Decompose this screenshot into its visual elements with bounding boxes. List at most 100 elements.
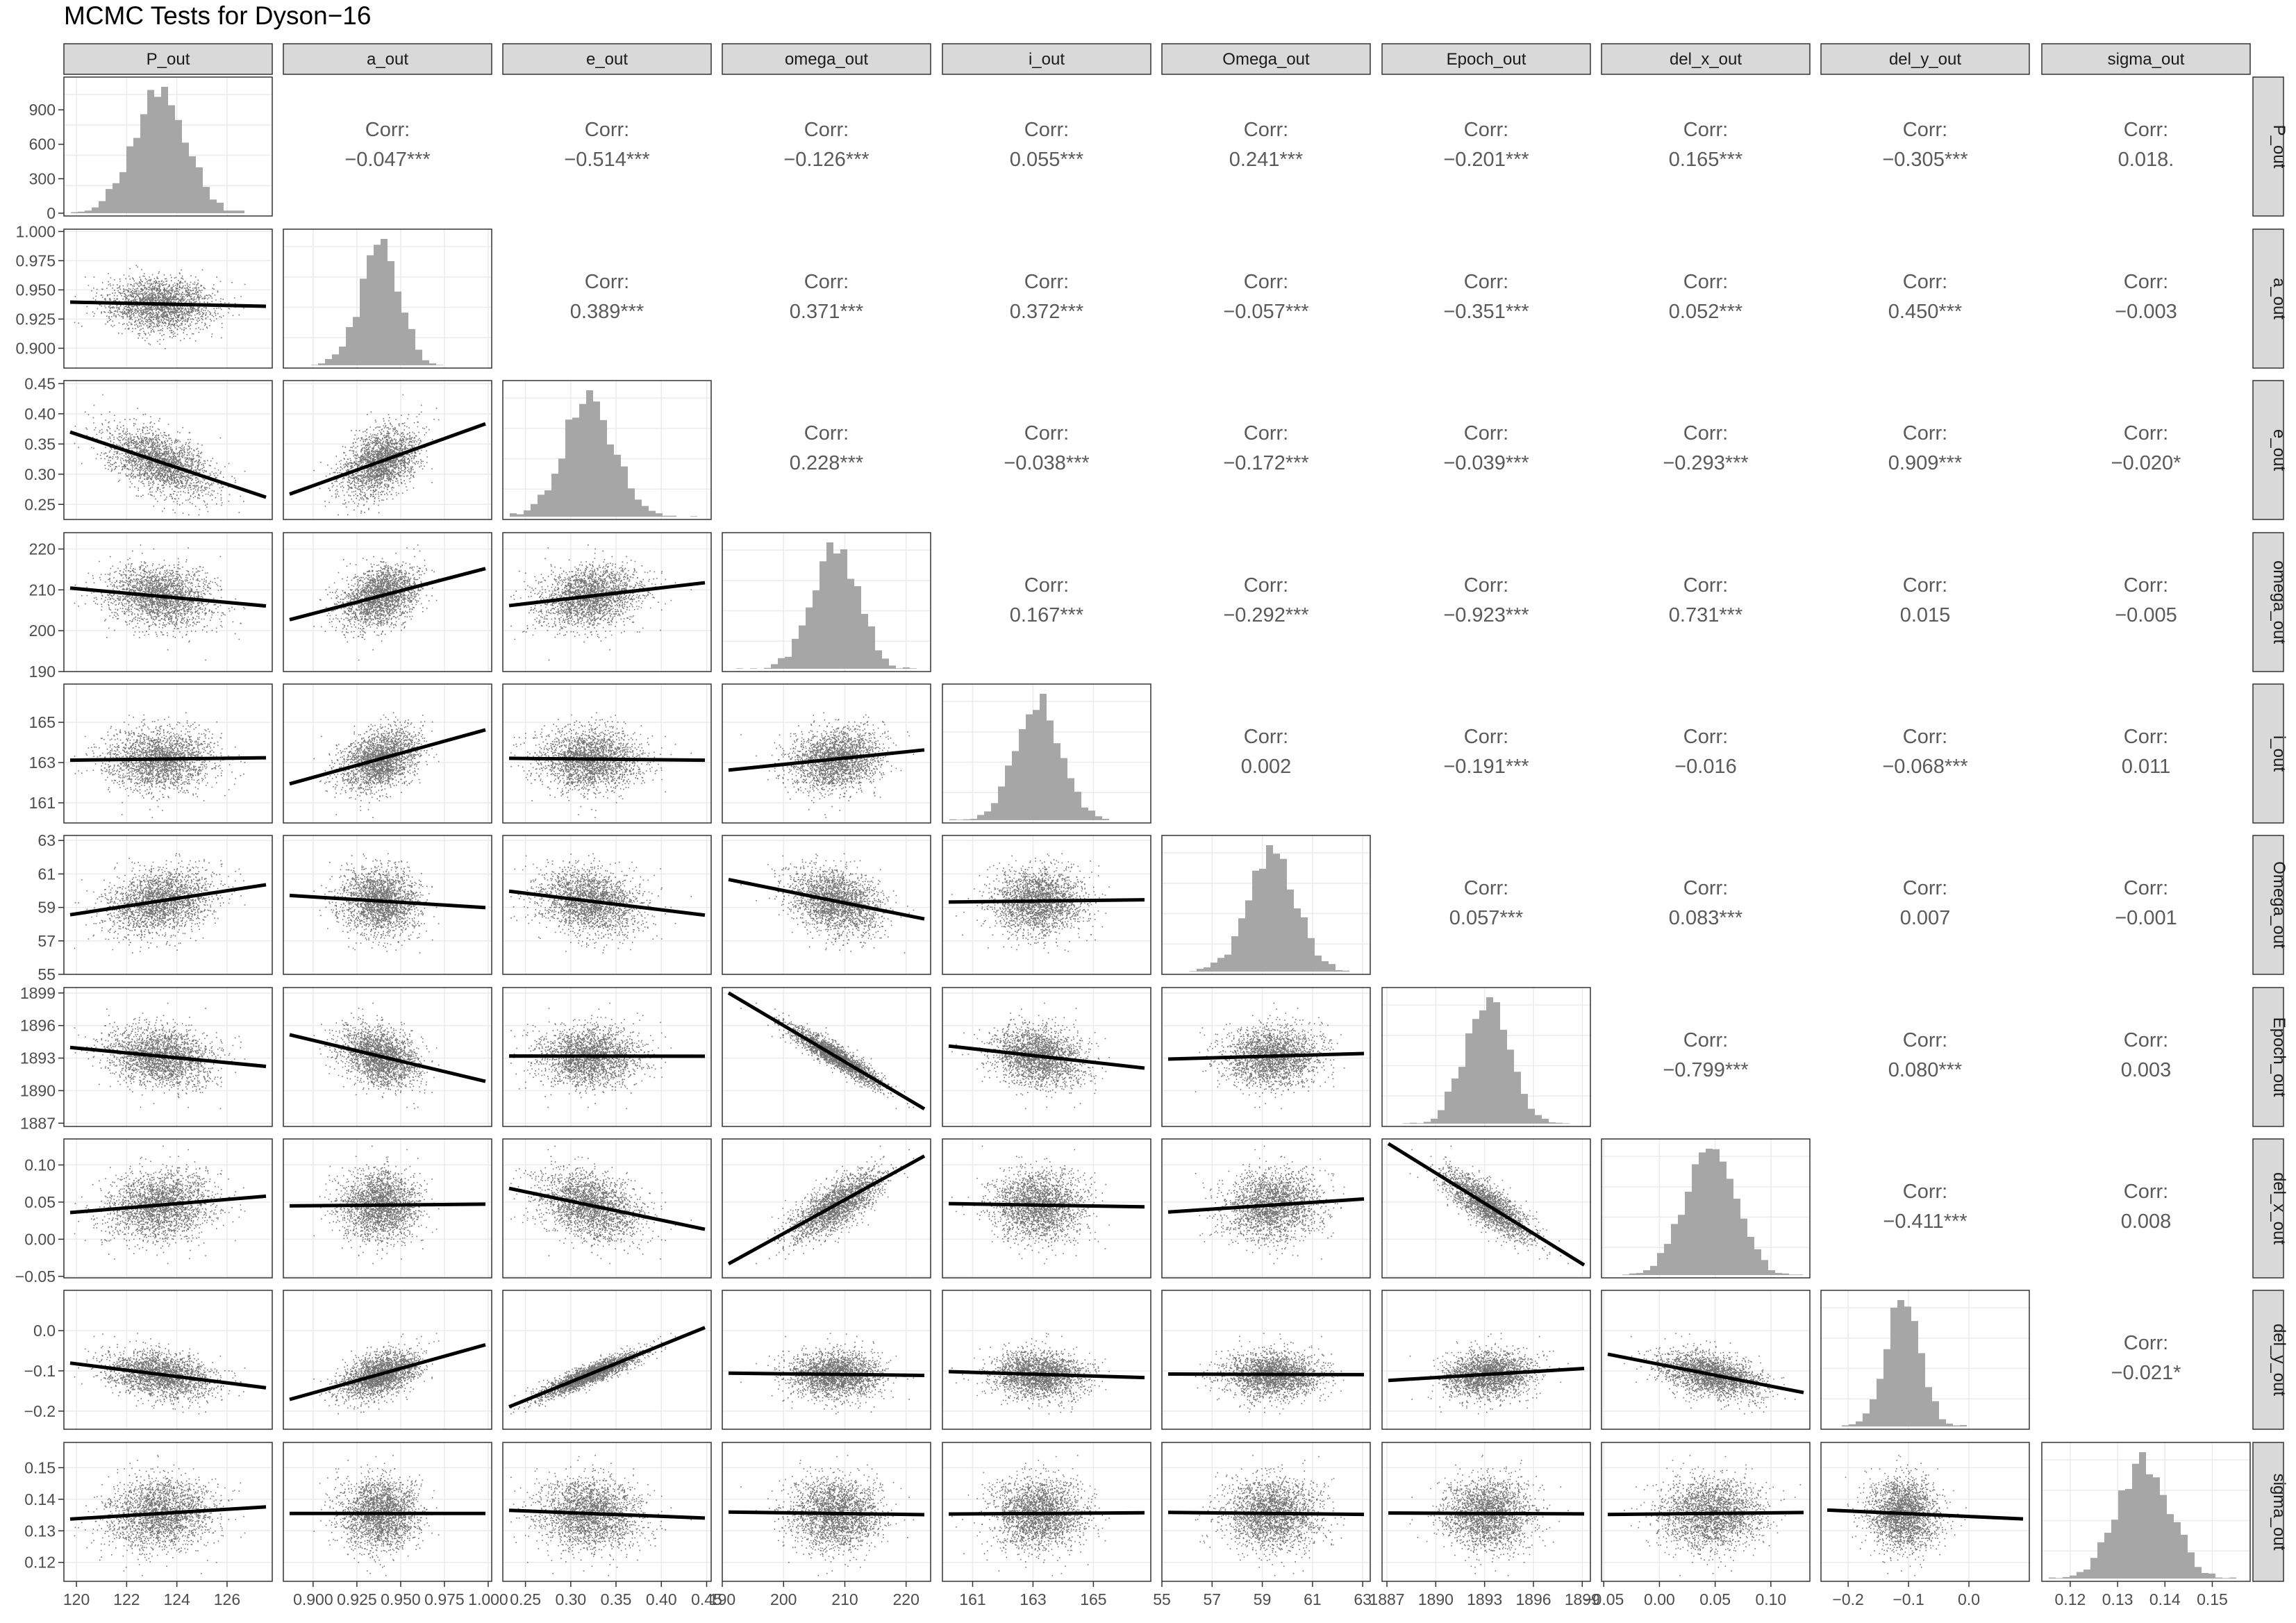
row-strip-box [2252, 228, 2284, 369]
scatter-Omega_out-vs-i_out [942, 835, 1151, 975]
corr-value: 0.015 [1900, 604, 1951, 626]
histogram-bar [868, 626, 875, 669]
column-strip-label: Omega_out [1222, 50, 1310, 69]
corr-cell-a_out-e_out: Corr: 0.389*** [570, 271, 644, 323]
histogram-bar [963, 819, 970, 820]
corr-label: Corr: [804, 422, 849, 444]
column-strip-box [2041, 43, 2251, 75]
corr-value: −0.172*** [1223, 452, 1308, 474]
corr-cell-e_out-Omega_out: Corr: −0.172*** [1223, 422, 1308, 474]
histogram-bar [339, 347, 346, 365]
corr-value: −0.003 [2115, 301, 2177, 323]
row-strip-sigma_out: sigma_out [2252, 1442, 2288, 1582]
histogram-bar [1472, 1019, 1479, 1124]
row-strip-box [2252, 1290, 2284, 1430]
fit-line [1607, 1352, 1804, 1395]
column-strip-del_y_out: del_y_out [1820, 43, 2030, 75]
histogram-bar [820, 561, 826, 669]
histogram-bar [2208, 1573, 2215, 1579]
histogram-bar [1549, 1122, 1556, 1124]
fit-line [289, 728, 486, 786]
scatter-sigma_out-vs-P_out [63, 1442, 273, 1582]
histogram-bar [1657, 1253, 1664, 1275]
scatter-points [1409, 1145, 1569, 1265]
y-tick-label: 1896 [20, 1017, 56, 1035]
corr-cell-Epoch_out-del_x_out: Corr: −0.799*** [1663, 1029, 1748, 1081]
histogram-bar [1301, 917, 1308, 972]
scatter-del_y_out-vs-del_x_out [1601, 1290, 1811, 1430]
panel-border [722, 835, 931, 975]
histogram-bar [1493, 1002, 1500, 1124]
scatter-sigma_out-vs-Omega_out [1161, 1442, 1371, 1582]
histogram-bar [238, 210, 244, 213]
y-tick-label: 61 [38, 865, 56, 883]
histogram-bar [1040, 694, 1047, 820]
panel-border [283, 987, 492, 1127]
corr-label: Corr: [585, 271, 629, 293]
y-tick-label: 57 [38, 932, 56, 950]
panel-border [722, 1290, 931, 1430]
histogram-bar [1102, 819, 1109, 820]
histogram-bar [1417, 1123, 1424, 1124]
histogram-bar [1622, 1274, 1629, 1275]
histogram-bar [1528, 1108, 1535, 1124]
x-tick-label: 122 [113, 1590, 140, 1608]
y-tick-label: 1893 [20, 1049, 56, 1067]
corr-value: −0.191*** [1443, 756, 1529, 778]
corr-label: Corr: [1244, 726, 1288, 748]
histogram-bar [1479, 1010, 1486, 1124]
column-strip-box [1601, 43, 1811, 75]
corr-cell-a_out-i_out: Corr: 0.372*** [1010, 271, 1083, 323]
scatter-Omega_out-vs-P_out [63, 835, 273, 975]
histogram-bar [1890, 1307, 1897, 1426]
panel-border [722, 683, 931, 824]
scatter-points [1624, 1454, 1802, 1576]
corr-label: Corr: [1244, 422, 1288, 444]
column-strip-box [1820, 43, 2030, 75]
histogram-bar [381, 239, 388, 365]
histogram-bar [1005, 765, 1012, 820]
fit-line [69, 1505, 267, 1521]
scatter-points [740, 712, 915, 818]
corr-label: Corr: [1683, 877, 1728, 899]
histogram-bar [600, 419, 607, 517]
histogram-bar [1315, 955, 1322, 972]
scatter-points [74, 853, 246, 954]
histogram-bar [1953, 1425, 1960, 1426]
x-tick-label: 1893 [1467, 1590, 1502, 1608]
corr-value: 0.909*** [1888, 452, 1962, 474]
scatter-points [74, 1454, 246, 1576]
panel-border [283, 532, 492, 672]
histogram-bar [1754, 1249, 1761, 1275]
histogram-bar [2070, 1575, 2077, 1579]
row-strip-box [2252, 1138, 2284, 1279]
fit-line [289, 567, 486, 622]
fit-line [289, 1033, 486, 1083]
corr-cell-e_out-Epoch_out: Corr: −0.039*** [1443, 422, 1529, 474]
histogram-bar [1507, 1049, 1514, 1124]
histogram-bar [690, 516, 697, 517]
x-tick-label: 0.900 [293, 1590, 333, 1608]
histogram-bar [429, 363, 436, 365]
histogram-bar [1211, 963, 1217, 972]
histogram-bar [99, 201, 106, 213]
corr-value: 0.002 [1241, 756, 1292, 778]
histogram-bar [2097, 1542, 2104, 1579]
histogram-bar [847, 579, 854, 669]
y-tick-label: 163 [29, 754, 56, 772]
corr-label: Corr: [1903, 877, 1947, 899]
panel-border [63, 380, 273, 520]
fit-line [508, 1508, 706, 1520]
panel-border [942, 835, 1151, 975]
column-strip-Omega_out: Omega_out [1161, 43, 1371, 75]
histogram-bar [517, 514, 524, 517]
fit-line [1167, 1051, 1365, 1061]
corr-value: −0.016 [1674, 756, 1737, 778]
panel-border [1381, 1442, 1591, 1582]
scatter-points [313, 712, 440, 818]
corr-label: Corr: [1903, 726, 1947, 748]
panel-border [63, 1442, 273, 1582]
y-tick-label: 59 [38, 899, 56, 917]
histogram-bar [346, 326, 353, 365]
corr-value: −0.799*** [1663, 1059, 1748, 1081]
